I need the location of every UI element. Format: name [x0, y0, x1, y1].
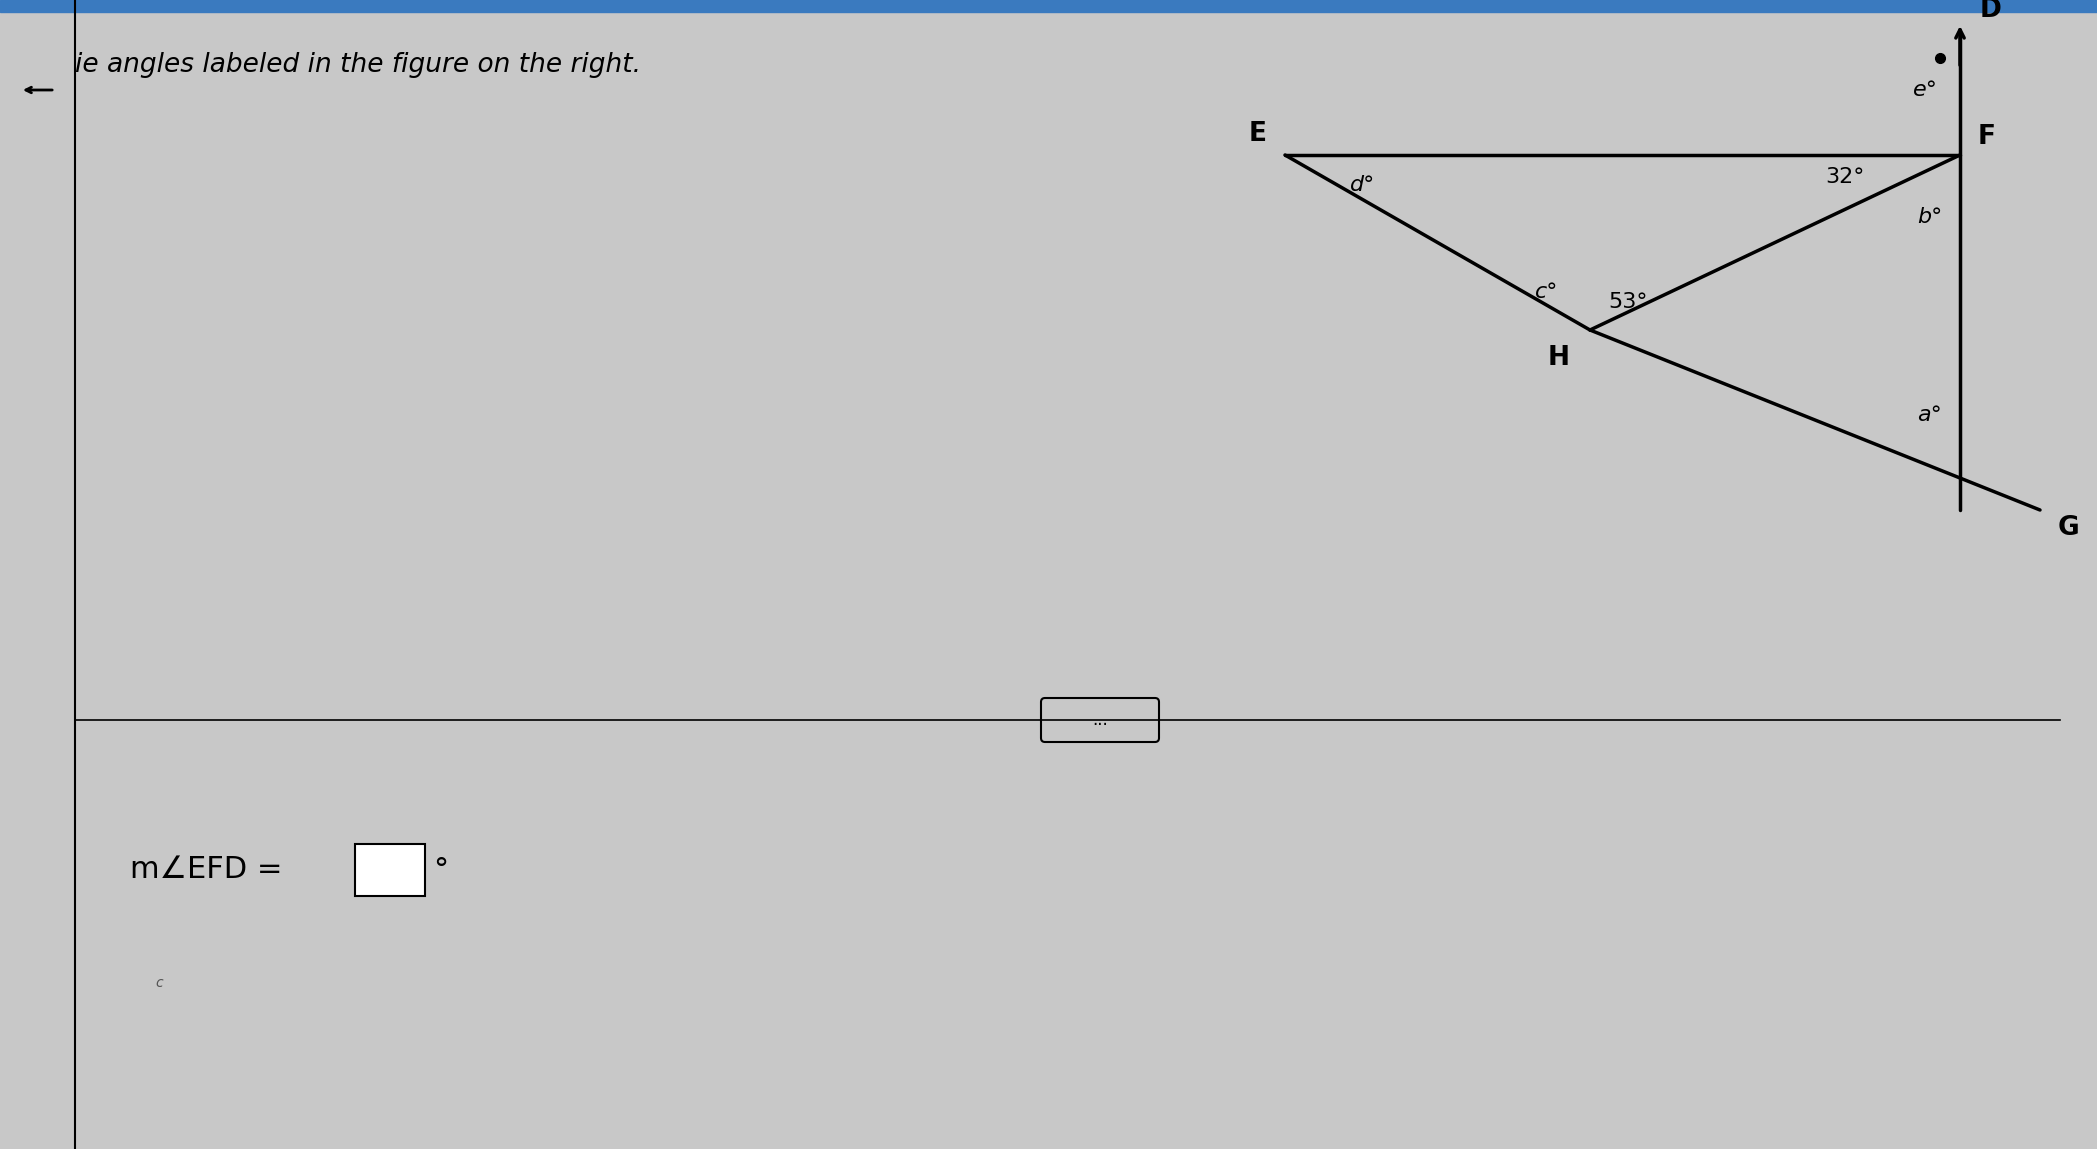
Text: b°: b°: [1917, 207, 1942, 228]
Text: c: c: [155, 976, 164, 990]
Bar: [354, 845, 426, 896]
Text: F: F: [1977, 124, 1996, 151]
Text: G: G: [2057, 515, 2080, 541]
Text: 32°: 32°: [1826, 167, 1864, 187]
Text: c°: c°: [1535, 282, 1558, 302]
Bar: [0, 0, 2097, 11]
FancyBboxPatch shape: [1040, 697, 1160, 742]
Text: e°: e°: [1912, 80, 1938, 100]
Text: ...: ...: [1093, 711, 1107, 728]
Text: d°: d°: [1350, 175, 1376, 195]
Text: H: H: [1548, 345, 1571, 371]
Text: m∠EFD =: m∠EFD =: [130, 856, 283, 885]
Text: 53°: 53°: [1608, 292, 1648, 313]
Text: °: °: [432, 856, 449, 885]
Text: ie angles labeled in the figure on the right.: ie angles labeled in the figure on the r…: [75, 52, 642, 78]
Text: D: D: [1980, 0, 2003, 23]
Text: E: E: [1250, 121, 1267, 147]
Text: a°: a°: [1917, 404, 1942, 425]
